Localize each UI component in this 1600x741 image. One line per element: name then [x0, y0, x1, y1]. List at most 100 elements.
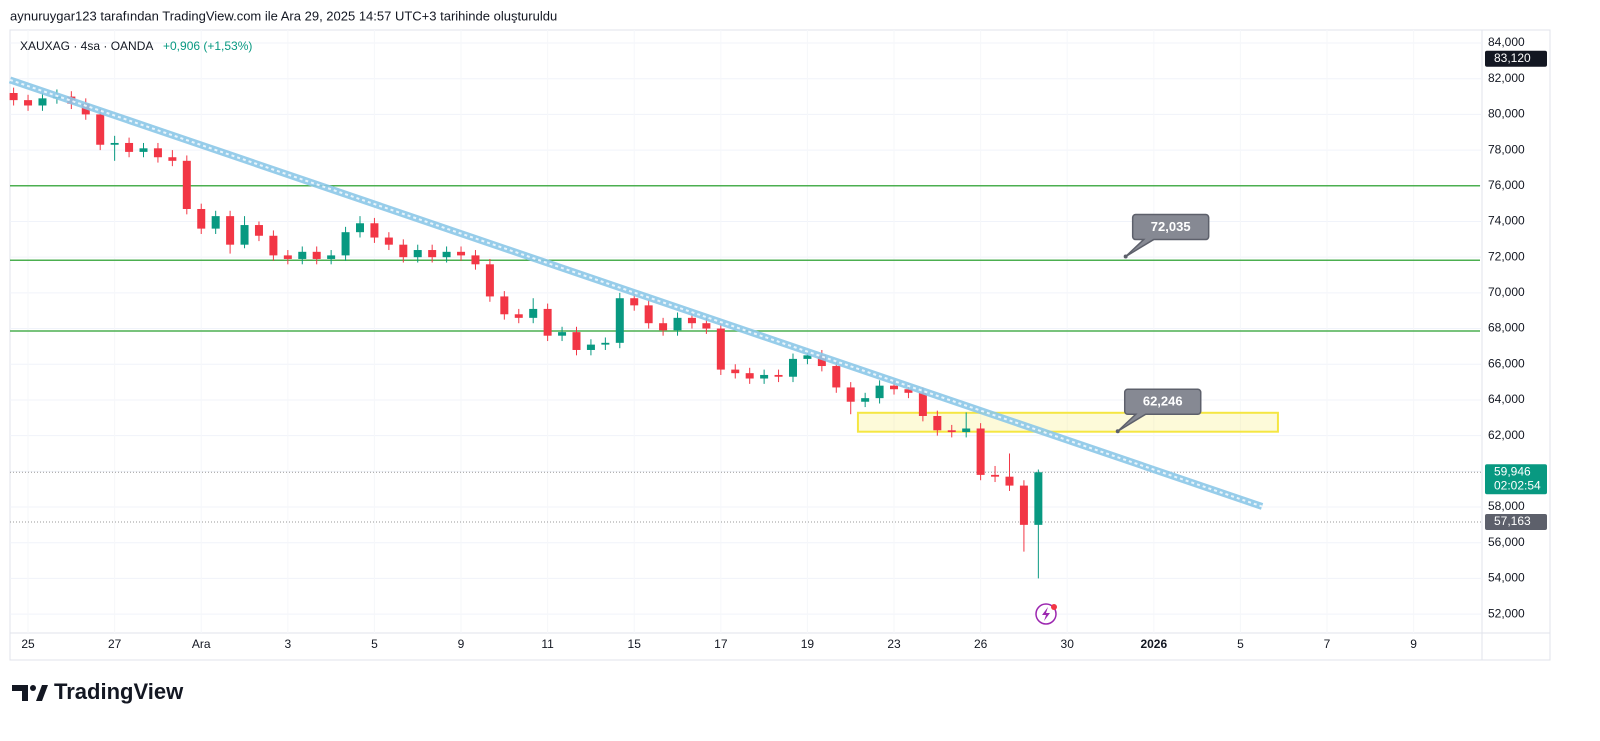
candle-body [399, 244, 408, 258]
candle-body [630, 298, 639, 306]
candle-body [659, 323, 668, 331]
zone [856, 411, 1279, 433]
countdown: 02:02:54 [1494, 478, 1541, 492]
x-tick-label: 23 [887, 637, 901, 651]
x-tick-label: 7 [1324, 637, 1331, 651]
candle-body [1005, 476, 1014, 486]
candle-body [327, 255, 336, 259]
candle-body [428, 250, 437, 258]
x-tick-label: 5 [371, 637, 378, 651]
candle-body [716, 328, 725, 370]
candle-body [442, 251, 451, 258]
y-tick-label: 80,000 [1488, 107, 1525, 121]
x-tick-label: 2026 [1140, 637, 1167, 651]
candle-body [803, 355, 812, 359]
y-tick-label: 84,000 [1488, 35, 1525, 49]
y-tick-label: 74,000 [1488, 214, 1525, 228]
candle-body [24, 100, 33, 106]
x-tick-label: 9 [458, 637, 465, 651]
x-tick-label: 11 [541, 637, 554, 651]
candle-body [702, 323, 711, 329]
callout-label: 72,035 [1151, 219, 1191, 234]
candle-body [197, 208, 206, 229]
candle-body [615, 298, 624, 343]
candle-body [774, 374, 783, 377]
candle-body [168, 157, 177, 161]
symbol: XAUXAG · 4sa · OANDA [20, 39, 153, 53]
trendline-inner [9, 78, 1263, 508]
alert-icon [1035, 603, 1057, 625]
caption: aynuruygar123 tarafından TradingView.com… [10, 8, 557, 23]
candle-body [1019, 485, 1028, 525]
candle-body [731, 369, 740, 374]
candle-body [644, 305, 653, 324]
callout-box [1125, 213, 1210, 258]
candle-body [861, 398, 870, 402]
callout-point [1115, 429, 1120, 434]
candle-body [514, 314, 523, 318]
logo [12, 685, 48, 701]
candle-body [298, 251, 307, 259]
candle-body [110, 142, 119, 145]
candle-body [356, 223, 364, 233]
candle-body [240, 225, 249, 245]
candle-body [485, 264, 494, 297]
candle-body [846, 387, 855, 402]
candle-body [226, 216, 235, 245]
y-tick-label: 72,000 [1488, 249, 1525, 263]
x-tick-label: 15 [628, 637, 642, 651]
y-tick-label: 52,000 [1488, 606, 1525, 620]
candle-body [760, 374, 769, 379]
price-badge-label: 59,946 [1494, 464, 1531, 478]
x-tick-label: 27 [108, 637, 122, 651]
price-badge [1485, 464, 1547, 495]
price-badge-label: 83,120 [1494, 51, 1531, 65]
y-tick-label: 78,000 [1488, 142, 1525, 156]
candle-body [976, 428, 985, 475]
candle-body [1034, 472, 1043, 525]
y-tick-label: 68,000 [1488, 321, 1525, 335]
candle-body [500, 296, 509, 315]
price-badge [1485, 513, 1547, 530]
candle-body [543, 308, 552, 336]
x-tick-label: 30 [1061, 637, 1075, 651]
chart-frame [9, 29, 1551, 661]
candle-body [457, 251, 466, 256]
candle-body [933, 415, 942, 431]
candle-body [38, 98, 47, 106]
candle-body [384, 237, 393, 245]
x-tick-label: 9 [1410, 637, 1417, 651]
candle-body [673, 317, 682, 331]
candle-body [9, 92, 18, 101]
candle-body [558, 332, 567, 336]
y-tick-label: 54,000 [1488, 571, 1525, 585]
y-tick-label: 76,000 [1488, 178, 1525, 192]
candle-body [687, 317, 696, 324]
candle-body [947, 430, 956, 433]
price-badge [1485, 50, 1547, 67]
candle-body [269, 235, 278, 256]
x-tick-label: 17 [714, 637, 728, 651]
callout-label: 62,246 [1143, 394, 1183, 409]
candle-body [890, 385, 899, 390]
candle-body [153, 148, 162, 158]
candle-body [788, 358, 797, 377]
candle-body [875, 385, 884, 399]
candle-body [832, 366, 841, 388]
y-tick-label: 82,000 [1488, 71, 1525, 85]
candle-body [745, 373, 754, 379]
candle-body [96, 114, 105, 145]
candle-body [817, 355, 826, 367]
candle-body [529, 308, 538, 318]
candle-body [283, 255, 292, 259]
change: +0,906 (+1,53%) [163, 39, 252, 53]
x-tick-label: 3 [284, 637, 291, 651]
y-tick-label: 56,000 [1488, 535, 1525, 549]
candle-body [370, 223, 379, 238]
x-tick-label: 5 [1237, 637, 1244, 651]
candle-body [413, 250, 422, 258]
callout-box [1117, 388, 1202, 432]
candle-body [182, 160, 191, 209]
